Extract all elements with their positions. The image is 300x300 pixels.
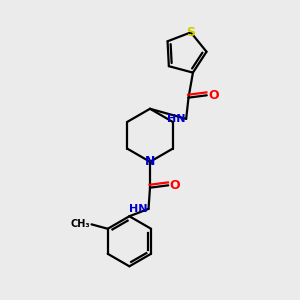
Text: HN: HN bbox=[129, 204, 148, 214]
Text: O: O bbox=[169, 179, 180, 192]
Text: O: O bbox=[208, 89, 219, 102]
Text: CH₃: CH₃ bbox=[70, 219, 90, 229]
Text: S: S bbox=[186, 26, 195, 39]
Text: N: N bbox=[145, 155, 155, 168]
Text: HN: HN bbox=[167, 114, 185, 124]
